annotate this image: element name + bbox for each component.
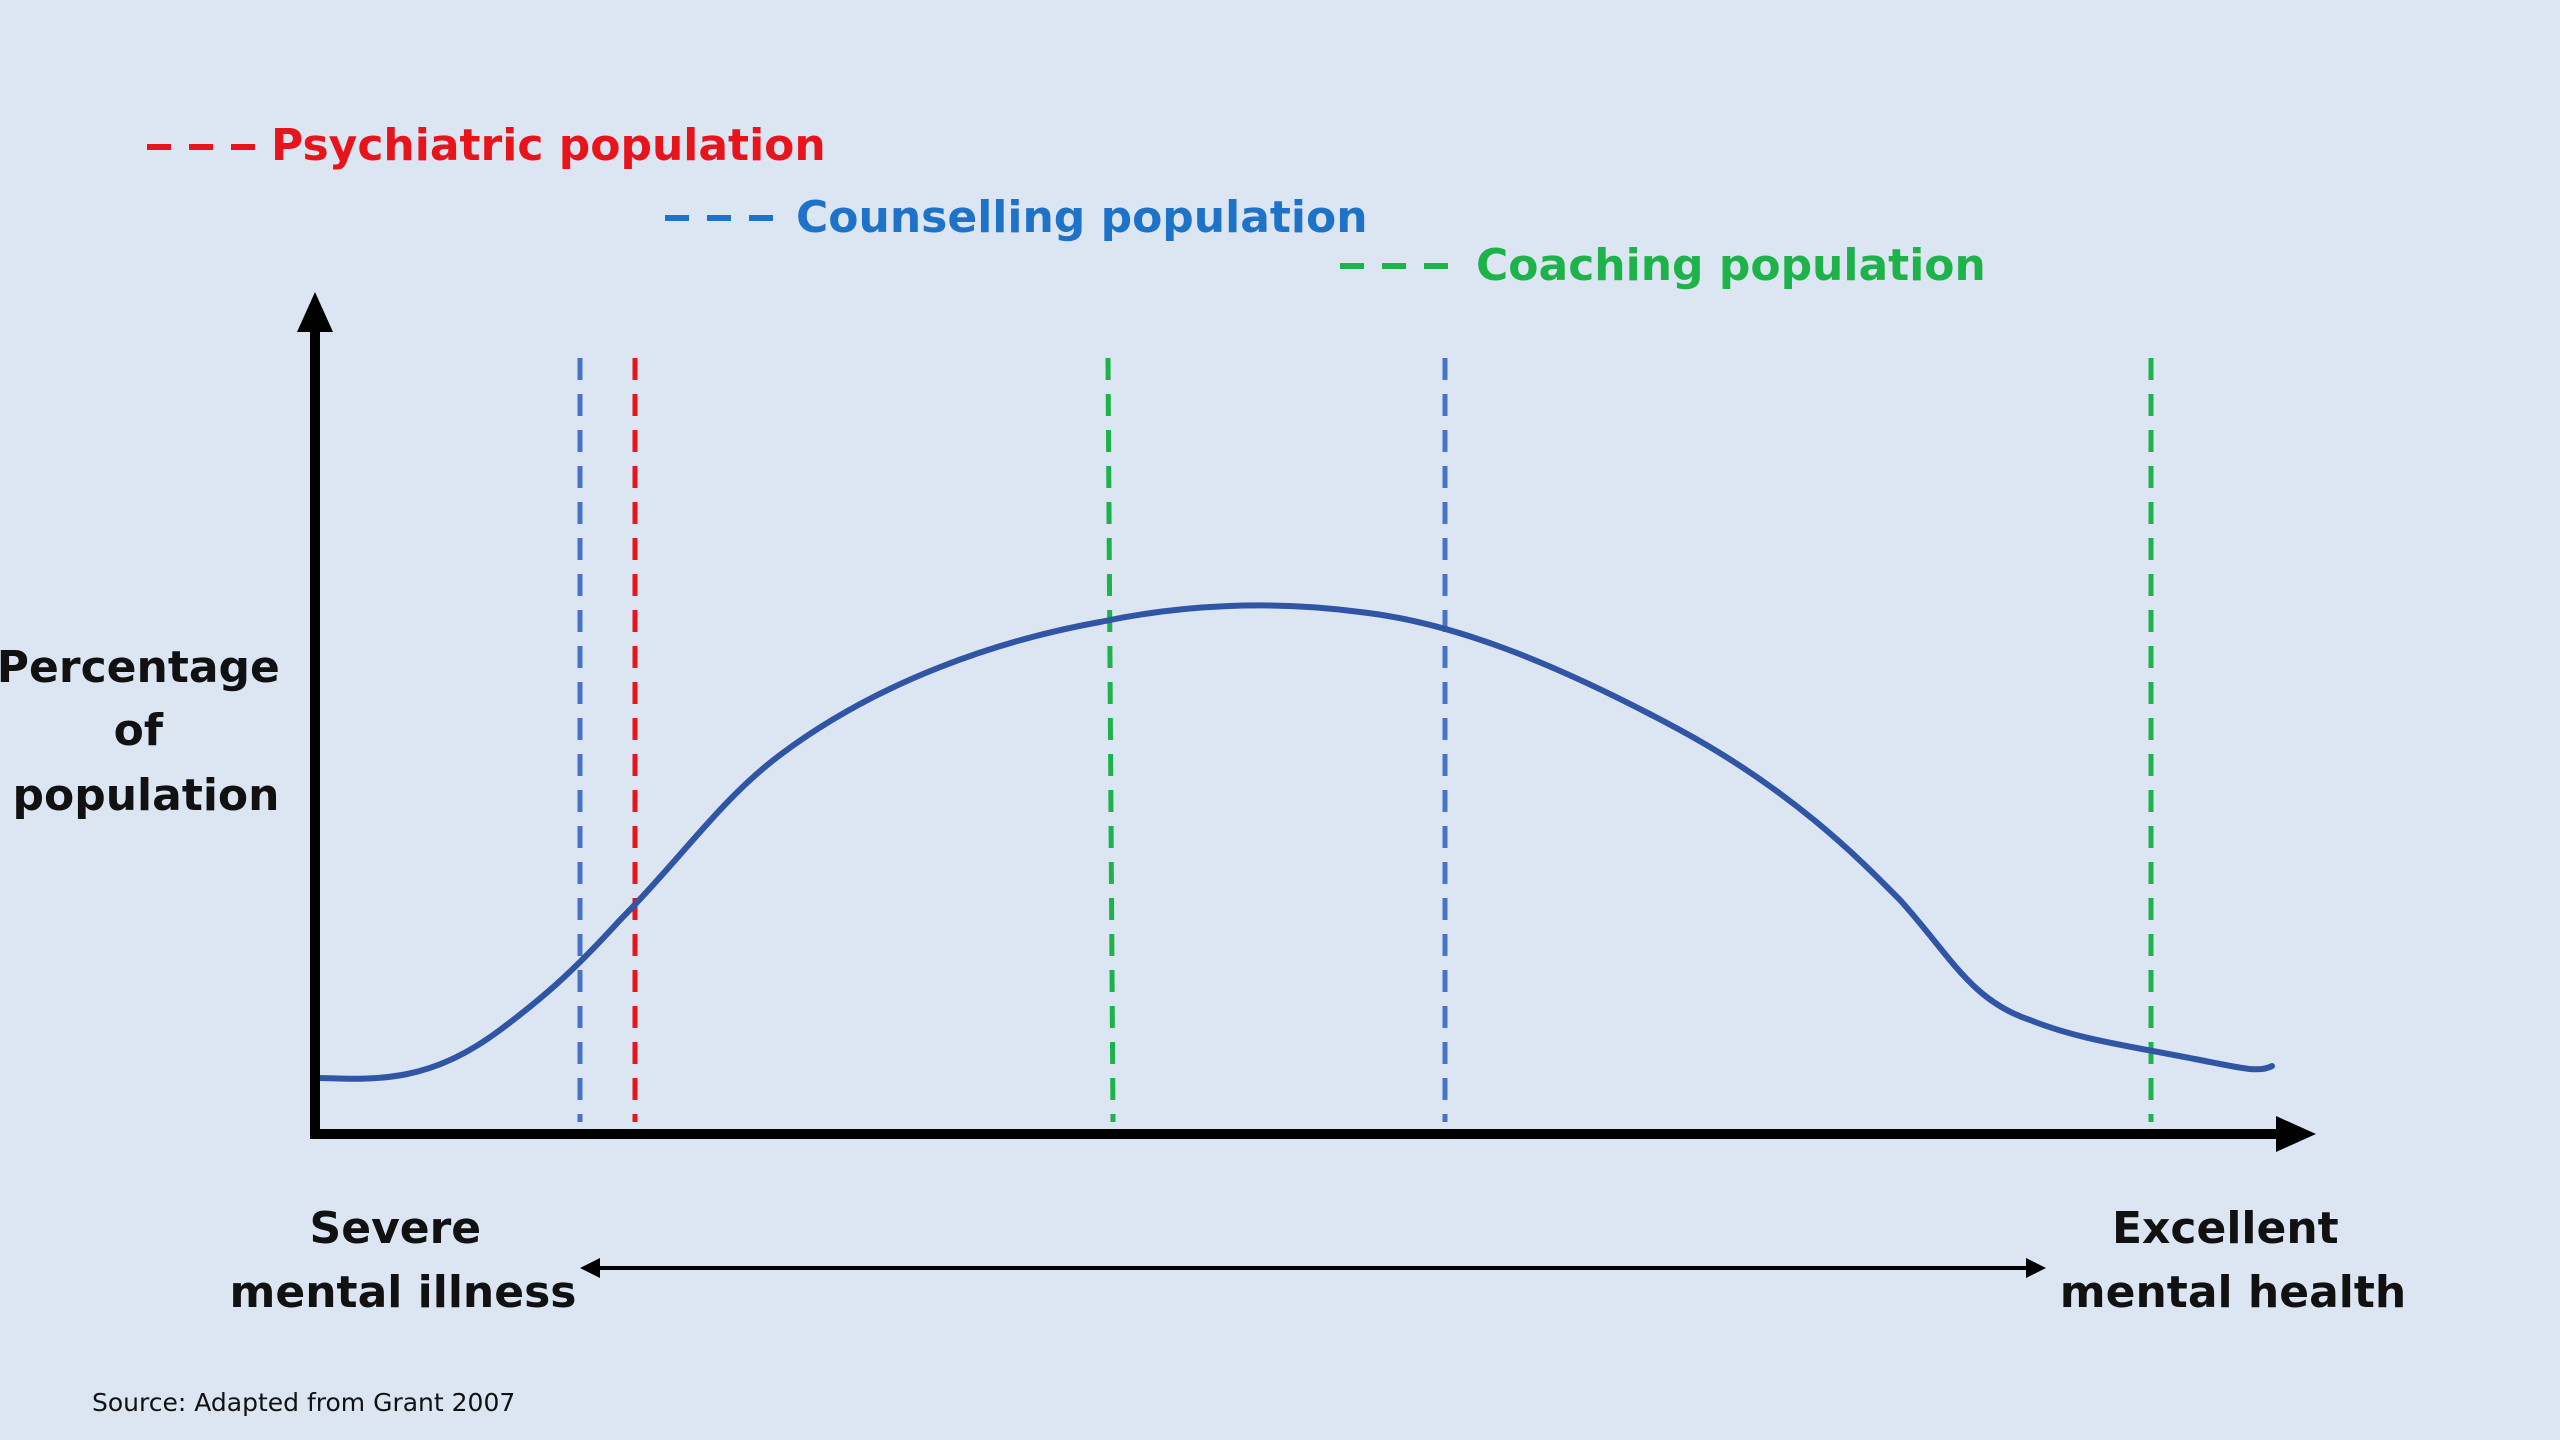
legend-item-coaching: Coaching population <box>1340 240 1986 291</box>
y-axis-label: Percentage of population <box>0 642 295 821</box>
coaching-lower-boundary <box>1105 357 1116 1123</box>
y-axis-label-line-3: population <box>13 770 280 821</box>
spectrum-arrow-right-head <box>2026 1258 2046 1278</box>
population-curve <box>315 602 2275 1082</box>
legend-label-psychiatric: Psychiatric population <box>271 120 826 171</box>
x-axis-left-label: Severe mental illness <box>230 1203 577 1318</box>
axes <box>297 292 2316 1152</box>
spectrum-arrow-left-head <box>580 1258 600 1278</box>
legend-item-psychiatric: Psychiatric population <box>147 120 826 171</box>
legend-label-coaching: Coaching population <box>1476 240 1986 291</box>
x-axis-left-label-line-1: Severe <box>310 1203 482 1254</box>
y-axis-arrowhead <box>297 292 333 332</box>
x-axis-left-label-line-2: mental illness <box>230 1267 577 1318</box>
spectrum-arrow <box>580 1258 2046 1278</box>
legend-label-counselling: Counselling population <box>796 192 1368 243</box>
x-axis-right-label: Excellent mental health <box>2060 1203 2406 1318</box>
x-axis-right-label-line-2: mental health <box>2060 1267 2406 1318</box>
source-note: Source: Adapted from Grant 2007 <box>92 1388 515 1417</box>
x-axis-right-label-line-1: Excellent <box>2112 1203 2339 1254</box>
y-axis-label-line-2: of <box>114 705 164 756</box>
boundary-lines <box>577 357 2154 1123</box>
x-axis-arrowhead <box>2276 1116 2316 1152</box>
legend-item-counselling: Counselling population <box>665 192 1368 243</box>
y-axis-label-line-1: Percentage <box>0 642 280 693</box>
legend: Psychiatric population Counselling popul… <box>147 120 1986 291</box>
